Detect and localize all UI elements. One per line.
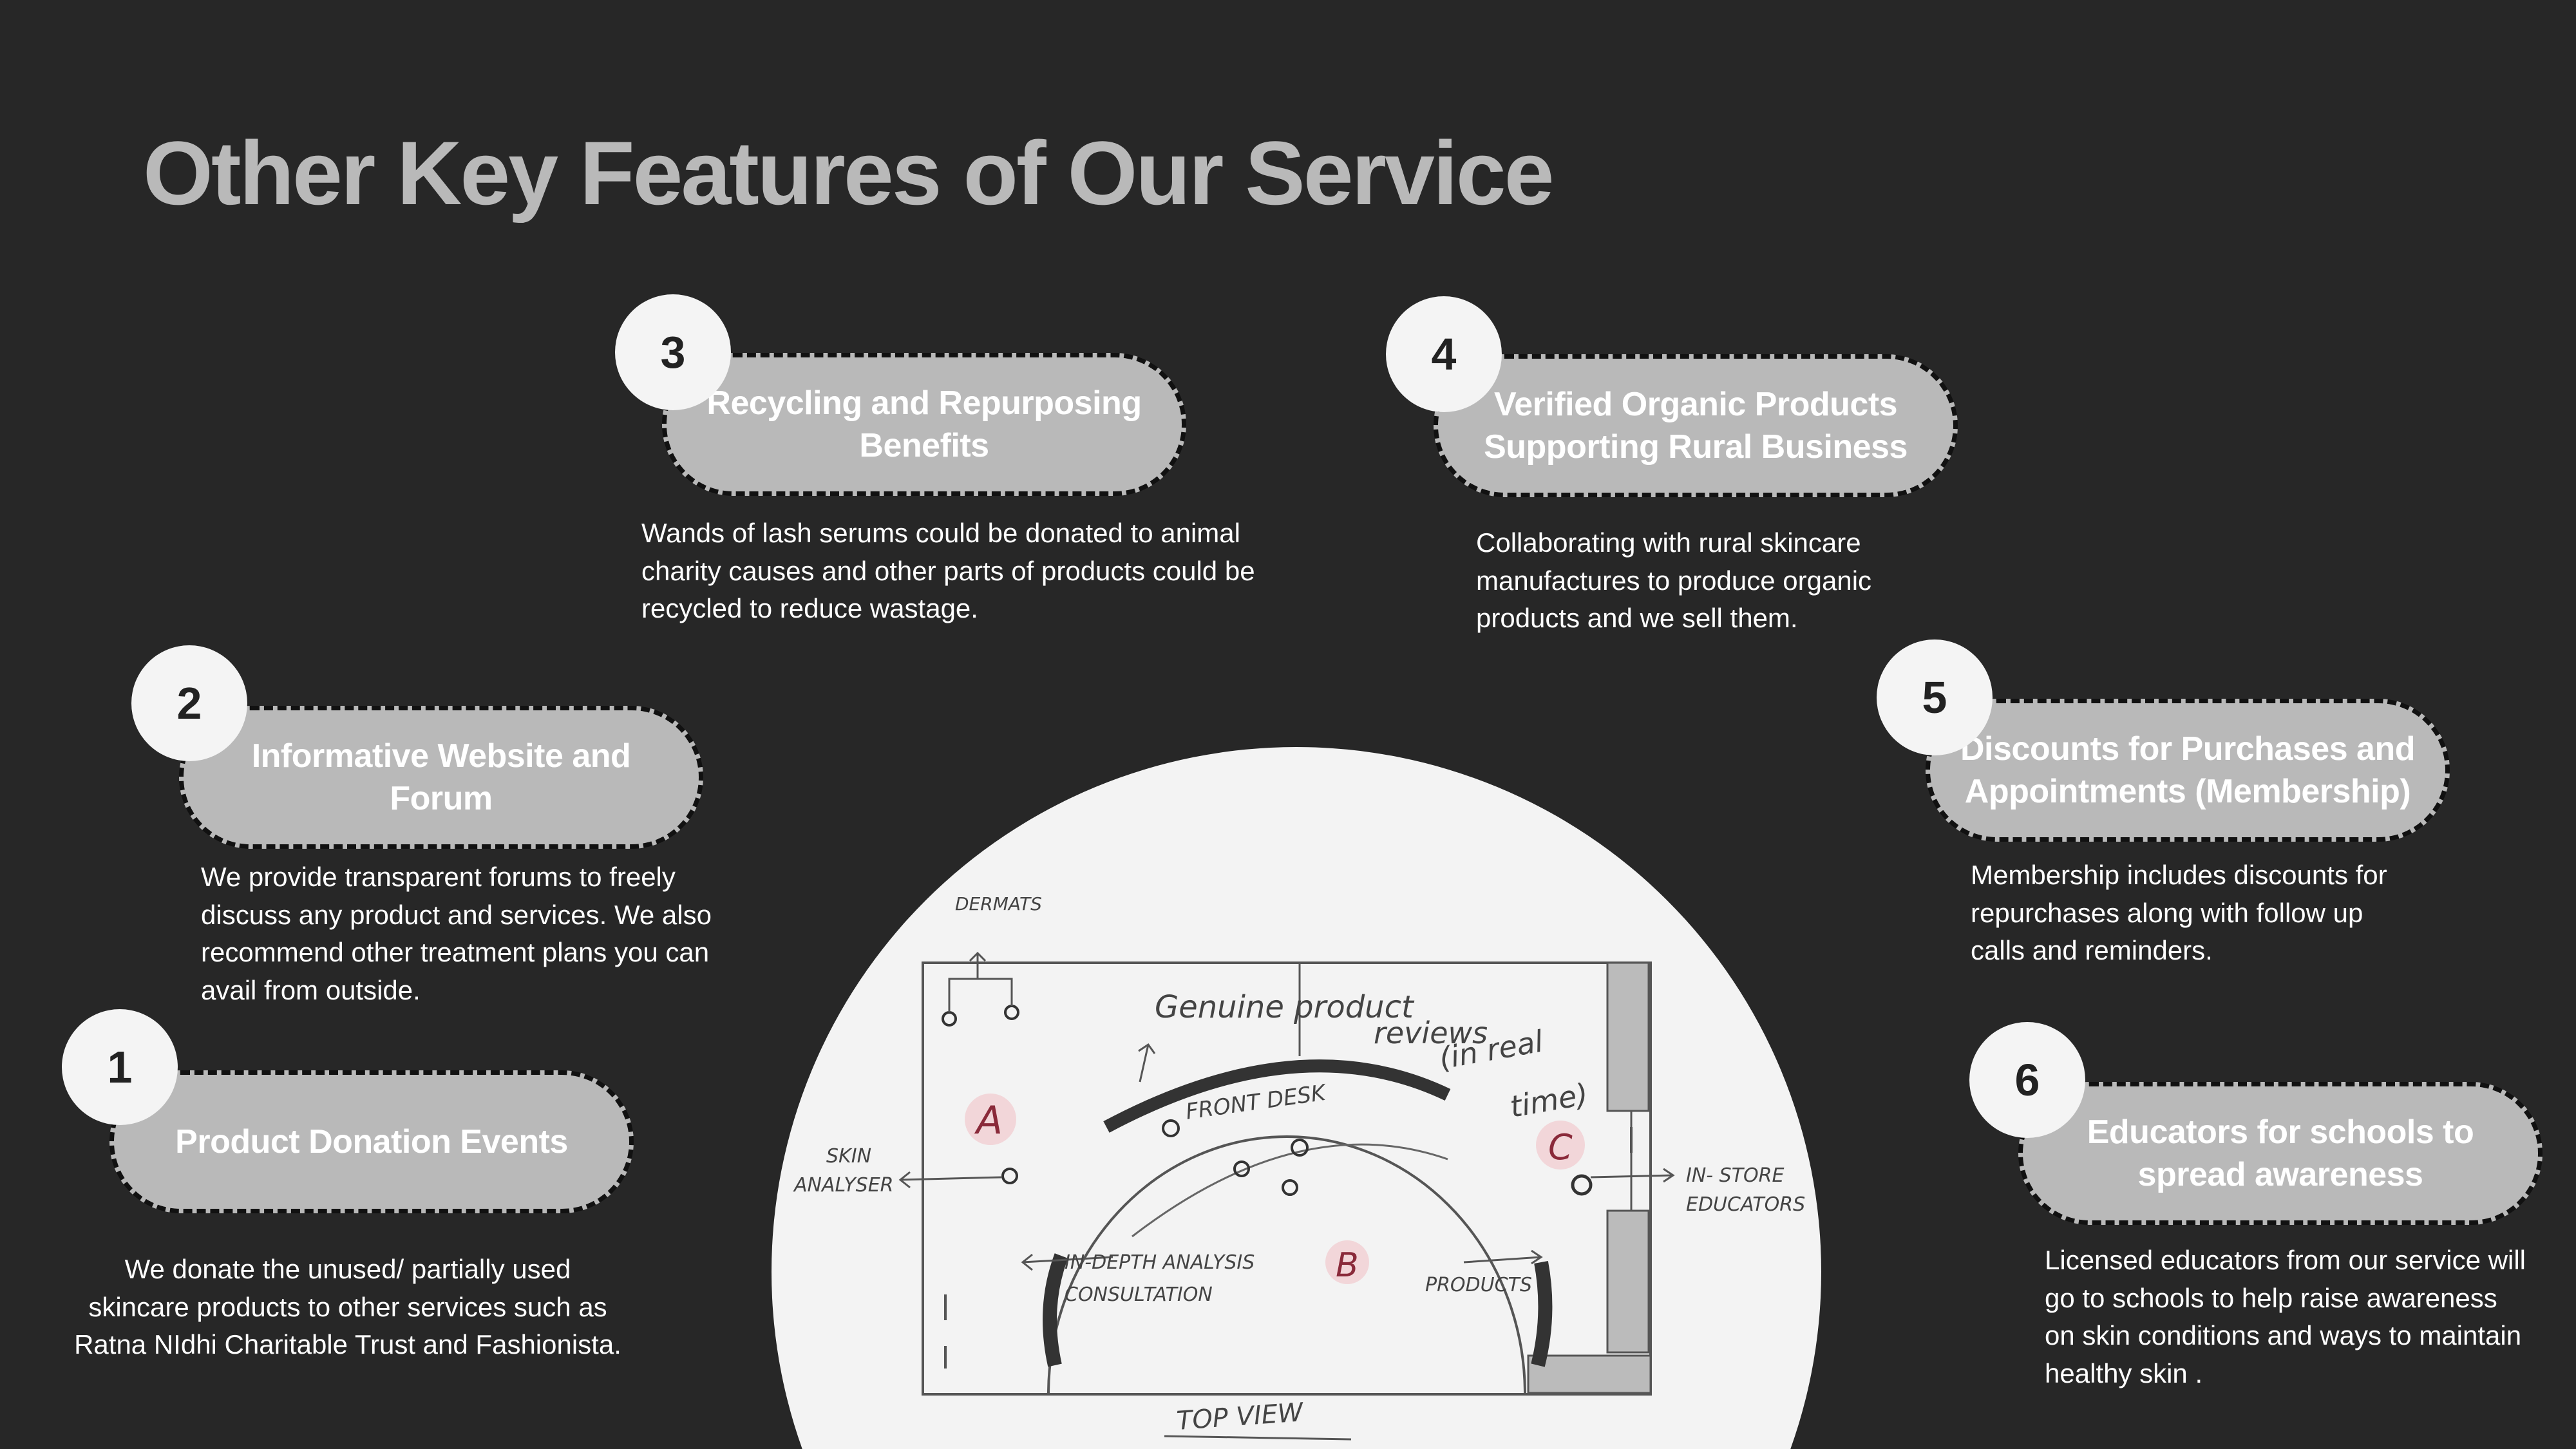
sketch-circle: DERMATS Genuine product reviews (in real… xyxy=(772,747,1821,1449)
feature-2-number: 2 xyxy=(131,645,247,761)
feature-5-pill: Discounts for Purchases and Appointments… xyxy=(1926,699,2450,842)
feature-1-number: 1 xyxy=(62,1009,178,1125)
outer-arc xyxy=(1047,1135,1526,1395)
right-counter xyxy=(1531,1260,1553,1367)
marker-dot xyxy=(1233,1160,1250,1177)
label-consultation: CONSULTATION xyxy=(1065,1283,1213,1306)
zone-c-highlight xyxy=(1536,1121,1585,1170)
label-a: A xyxy=(974,1098,1003,1143)
zone-a-highlight xyxy=(965,1094,1016,1145)
feature-1-pill: Product Donation Events xyxy=(109,1070,634,1213)
label-dermats: DERMATS xyxy=(955,893,1042,914)
feature-5-number: 5 xyxy=(1877,639,1993,755)
dermat-dot xyxy=(1004,1005,1019,1020)
label-in-depth: IN-DEPTH ANALYSIS xyxy=(1065,1251,1255,1274)
feature-4-description: Collaborating with rural skincare manufa… xyxy=(1476,527,1872,633)
label-products: PRODUCTS xyxy=(1425,1274,1532,1296)
label-in-store: IN- STORE xyxy=(1686,1164,1784,1187)
educator-dot xyxy=(1571,1174,1593,1196)
feature-1-title: Product Donation Events xyxy=(175,1123,568,1160)
left-counter xyxy=(1043,1253,1068,1367)
feature-1-description: We donate the unused/ partially used ski… xyxy=(74,1254,621,1359)
feature-6-title: Educators for schools to spread awarenes… xyxy=(2087,1113,2474,1193)
marker-dot xyxy=(1282,1179,1298,1196)
analyser-arrow xyxy=(898,1171,1003,1189)
analyser-dot xyxy=(1001,1168,1018,1184)
label-genuine-product: Genuine product xyxy=(1155,989,1415,1025)
feature-3-number: 3 xyxy=(615,294,731,410)
wall-hatch-top xyxy=(1606,961,1650,1112)
feature-3-pill: Recycling and Repurposing Benefits xyxy=(662,353,1186,496)
wall-hatch-right xyxy=(1606,1209,1650,1354)
marker-dot xyxy=(1162,1119,1180,1137)
feature-4-pill: Verified Organic Products Supporting Rur… xyxy=(1434,354,1958,497)
consult-arrow xyxy=(1021,1253,1113,1271)
feature-2-pill: Informative Website and Forum xyxy=(179,706,703,849)
feature-6-description: Licensed educators from our service will… xyxy=(2045,1245,2526,1388)
feature-6-number: 6 xyxy=(1969,1022,2085,1138)
label-c: C xyxy=(1548,1127,1573,1168)
zone-b-highlight xyxy=(1325,1240,1369,1284)
floor-plan-drawing: DERMATS Genuine product reviews (in real… xyxy=(793,893,1805,1441)
page-title: Other Key Features of Our Service xyxy=(143,122,1555,223)
label-skin: SKIN xyxy=(826,1145,871,1168)
wall-hatch-bottom xyxy=(1527,1354,1652,1394)
feature-2-description: We provide transparent forums to freely … xyxy=(201,862,712,1005)
label-b: B xyxy=(1336,1246,1359,1285)
feature-5-title: Discounts for Purchases and Appointments… xyxy=(1960,730,2416,810)
label-reviews: reviews xyxy=(1374,1016,1488,1050)
feature-5-description: Membership includes discounts for repurc… xyxy=(1971,860,2387,965)
front-desk xyxy=(1103,1059,1451,1133)
label-top-view: TOP VIEW xyxy=(1175,1397,1305,1436)
desk-arrow xyxy=(1138,1043,1156,1083)
feature-4-title: Verified Organic Products Supporting Rur… xyxy=(1484,386,1908,466)
marker-dot xyxy=(1291,1139,1309,1157)
dermat-dot xyxy=(942,1011,957,1027)
inner-arc xyxy=(1132,1143,1448,1238)
feature-2-title: Informative Website and Forum xyxy=(251,737,631,817)
feature-3-description: Wands of lash serums could be donated to… xyxy=(641,518,1255,623)
store-layout-sketch: DERMATS Genuine product reviews (in real… xyxy=(772,747,1821,1449)
feature-3-title: Recycling and Repurposing Benefits xyxy=(706,384,1142,464)
feature-6-pill: Educators for schools to spread awarenes… xyxy=(2018,1082,2543,1225)
educator-arrow xyxy=(1590,1168,1675,1183)
products-arrow xyxy=(1463,1249,1543,1265)
label-time: time) xyxy=(1508,1076,1591,1124)
label-analyser: ANALYSER xyxy=(793,1174,894,1197)
dermats-arrow xyxy=(948,951,1013,1012)
feature-4-number: 4 xyxy=(1386,296,1502,412)
label-educators: EDUCATORS xyxy=(1686,1193,1805,1216)
